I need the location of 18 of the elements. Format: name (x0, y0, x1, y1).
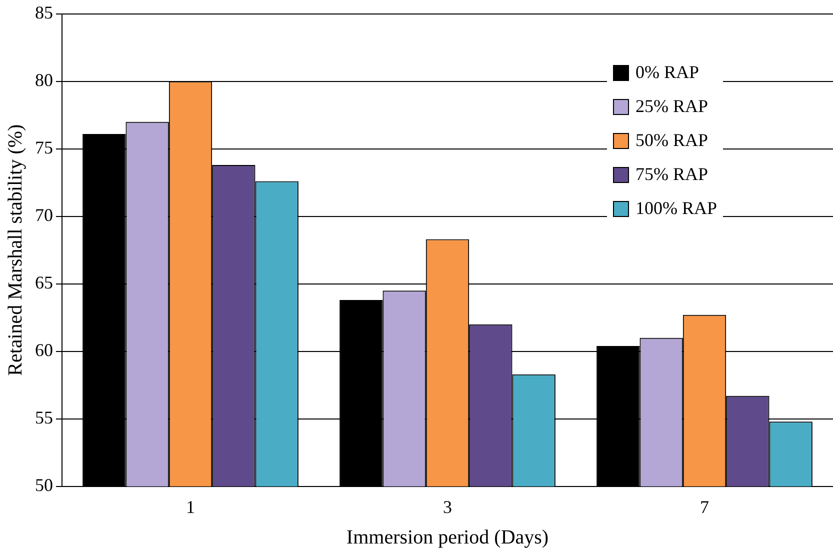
y-tick-label: 75 (35, 138, 53, 158)
x-tick-label: 1 (186, 496, 195, 517)
x-axis-title: Immersion period (Days) (346, 526, 549, 548)
y-tick-label: 70 (35, 205, 53, 226)
legend-label: 0% RAP (635, 62, 699, 84)
legend-label: 25% RAP (635, 96, 708, 118)
x-tick-label: 3 (443, 496, 452, 517)
y-tick-label: 60 (35, 340, 53, 360)
y-tick-label: 85 (35, 2, 53, 23)
y-axis-title: Retained Marshall stability (%) (4, 124, 26, 376)
legend-label: 50% RAP (635, 130, 708, 152)
x-tick-label: 7 (700, 496, 709, 517)
legend-label: 75% RAP (635, 164, 708, 186)
legend-label: 100% RAP (635, 198, 717, 220)
y-tick-label: 80 (35, 70, 53, 90)
y-tick-label: 55 (35, 408, 53, 428)
y-tick-label: 65 (35, 272, 53, 293)
y-tick-label: 50 (35, 475, 53, 496)
